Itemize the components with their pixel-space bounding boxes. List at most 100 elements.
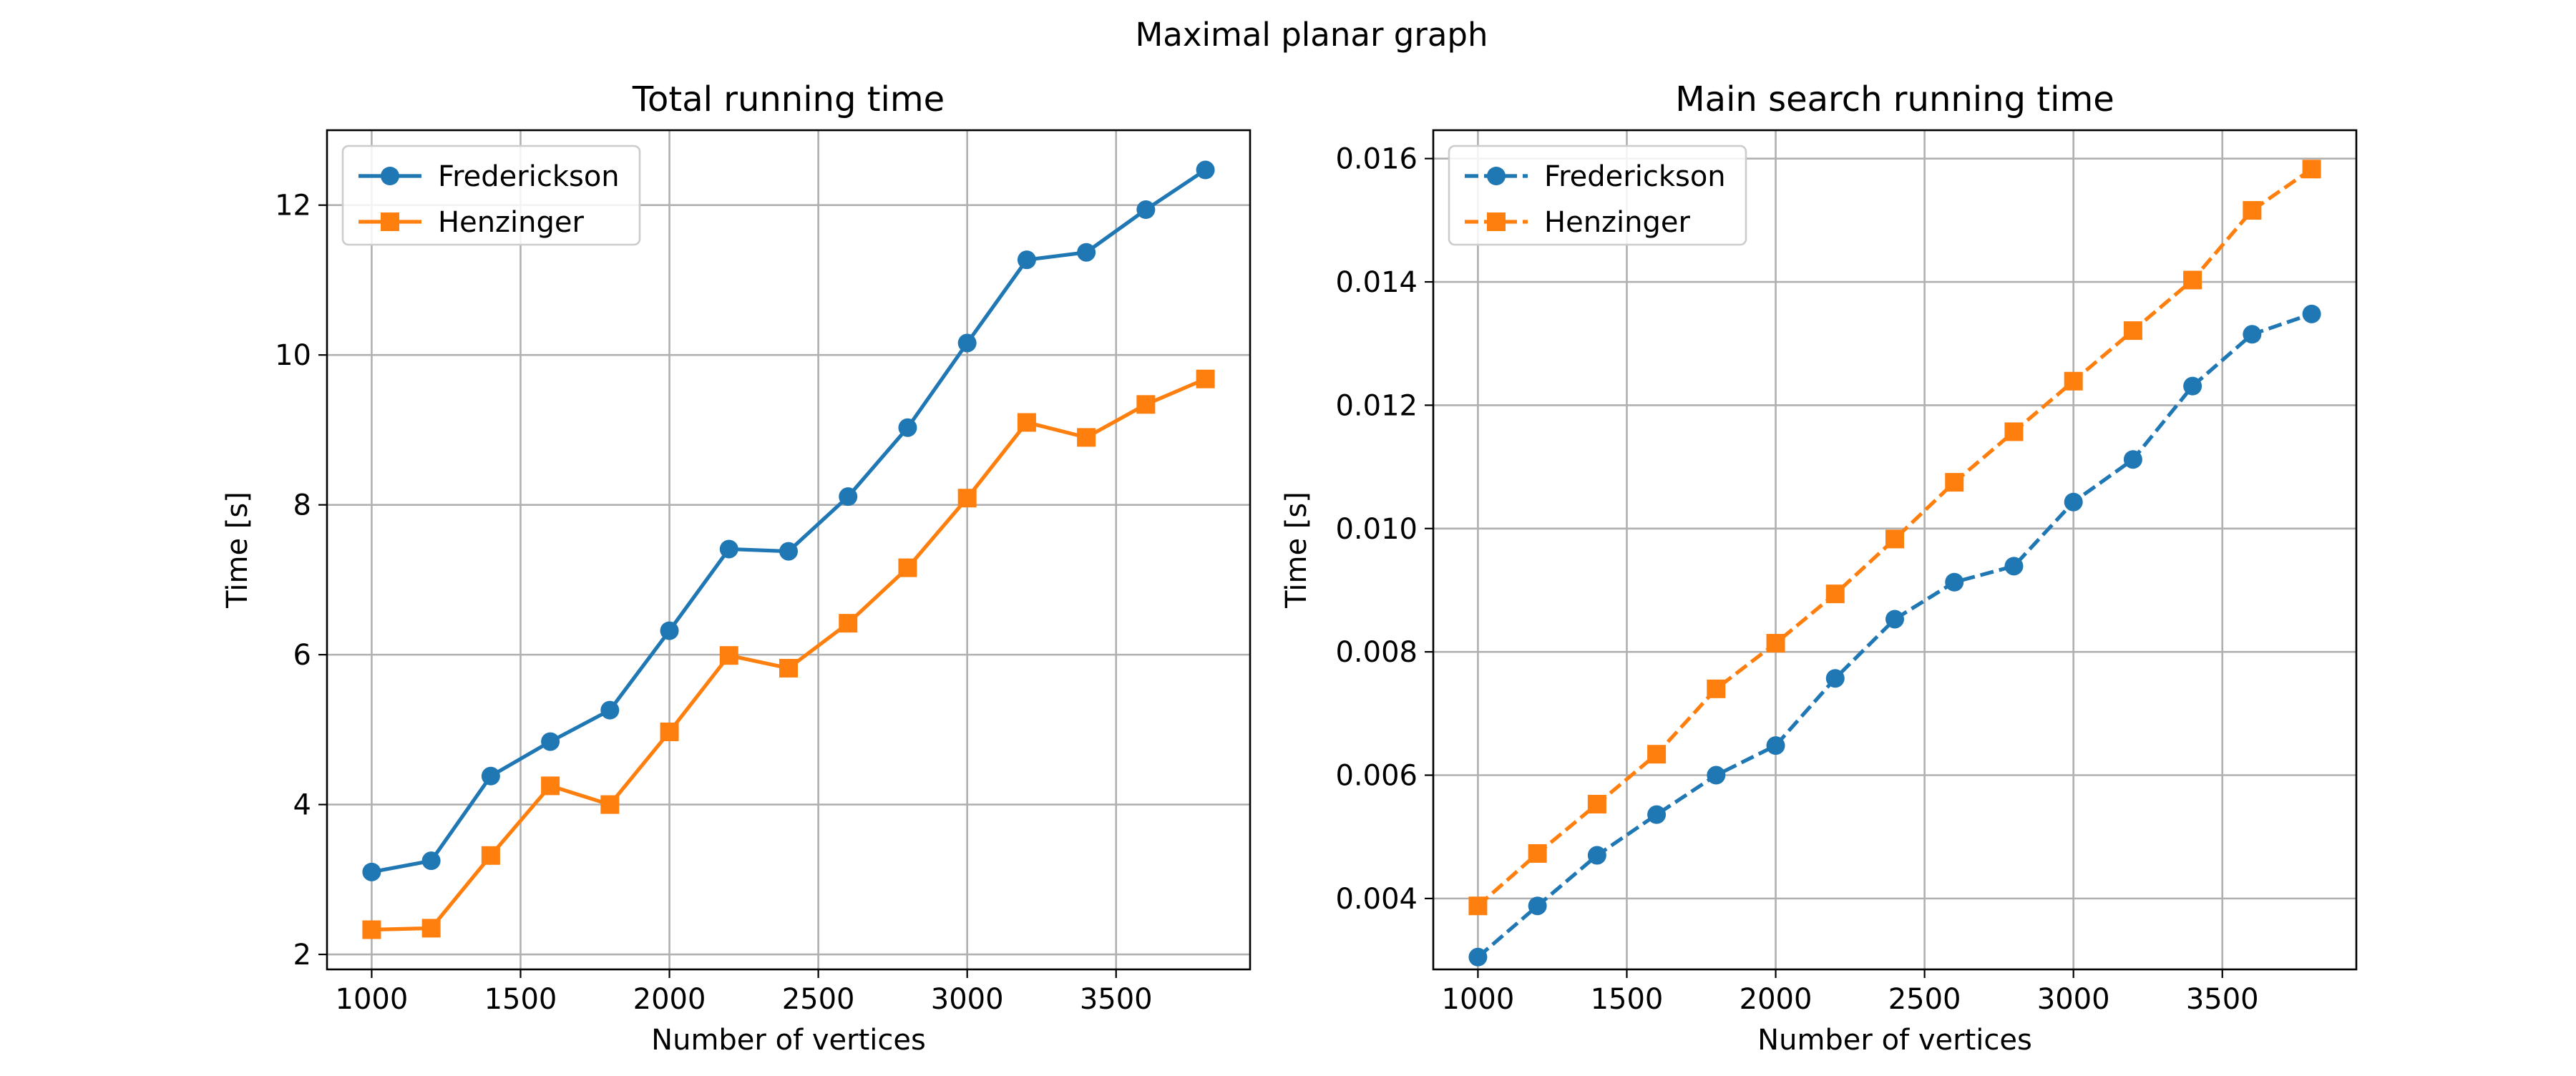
legend-swatch-marker [1487,212,1506,231]
data-point-henzinger [1017,413,1036,432]
y-tick-label: 0.014 [1335,266,1418,299]
data-point-frederickson [719,539,738,559]
x-tick-label: 2500 [782,983,855,1016]
data-point-frederickson [779,542,798,561]
data-point-henzinger [660,722,679,741]
data-point-frederickson [1528,896,1547,916]
figure-suptitle: Maximal planar graph [1135,16,1488,54]
data-point-henzinger [779,658,798,678]
x-tick-label: 2500 [1888,983,1961,1016]
data-point-frederickson [421,851,441,871]
data-point-frederickson [1136,200,1156,220]
data-point-frederickson [2243,325,2262,344]
y-tick-label: 0.008 [1335,636,1418,669]
legend-swatch-marker [1487,167,1506,185]
data-point-henzinger [1766,634,1785,653]
data-point-frederickson [2183,376,2202,396]
chart-panel-1: 1000 1500 2000 2500 3000 3500 2 4 6 8 10 12 Total ru… [221,79,1252,1057]
data-point-henzinger [2004,422,2024,441]
legend: Frederickson Henzinger [1448,145,1747,246]
data-point-frederickson [1945,572,1964,592]
data-point-frederickson [362,862,381,881]
x-tick-label: 1000 [1442,983,1515,1016]
y-tick-label: 0.016 [1335,143,1418,176]
y-tick-label: 0.010 [1335,513,1418,546]
y-tick-label: 0.004 [1335,883,1418,916]
chart-panel-2: 1000 1500 2000 2500 3000 3500 0.004 0.006 0.008 0… [1280,79,2358,1057]
x-tick-label: 3000 [2037,983,2110,1016]
plot-area [1433,130,2356,969]
data-point-frederickson [1766,736,1785,755]
y-tick-label: 2 [293,939,311,972]
data-point-frederickson [1017,250,1036,270]
data-point-henzinger [2302,160,2321,179]
data-point-frederickson [1468,947,1488,967]
data-point-frederickson [1647,805,1667,824]
series-line-frederickson [1476,312,2313,959]
y-tick-label: 4 [293,789,311,822]
y-tick-label: 8 [293,489,311,522]
data-point-henzinger [1528,843,1547,863]
axes-frame [1432,129,2358,971]
data-point-henzinger [362,920,381,939]
data-point-henzinger [481,846,500,865]
data-point-henzinger [839,614,858,633]
legend-label: Henzinger [438,206,585,239]
legend-swatch-marker [381,167,399,185]
data-point-frederickson [2004,557,2024,576]
legend-label: Henzinger [1544,206,1691,239]
axes-frame [326,129,1252,971]
x-tick-label: 1500 [484,983,557,1016]
data-point-frederickson [1077,243,1096,262]
data-point-henzinger [2064,371,2083,391]
data-point-henzinger [1196,369,1215,388]
data-point-henzinger [898,558,917,577]
legend-label: Frederickson [438,160,620,193]
y-tick-label: 12 [275,190,311,222]
y-tick-label: 10 [275,339,311,372]
data-point-frederickson [2123,450,2142,469]
x-tick-label: 2000 [633,983,706,1016]
data-point-frederickson [898,418,917,437]
data-point-henzinger [421,919,441,938]
chart-title: Main search running time [1675,79,2114,119]
data-point-henzinger [600,795,620,814]
data-point-henzinger [957,489,977,508]
y-tick-label: 0.012 [1335,389,1418,422]
data-point-henzinger [2243,201,2262,220]
data-point-henzinger [2183,270,2202,290]
data-point-henzinger [1825,585,1845,604]
y-tick-label: 6 [293,639,311,672]
x-tick-label: 3500 [1080,983,1153,1016]
data-point-frederickson [660,621,679,640]
data-point-henzinger [1945,473,1964,492]
y-axis-label: Time [s] [221,491,254,609]
x-axis-label: Number of vertices [1757,1024,2032,1057]
data-point-frederickson [481,766,500,786]
chart-title: Total running time [632,79,945,119]
x-tick-label: 1500 [1591,983,1664,1016]
data-point-frederickson [2302,304,2321,323]
data-point-henzinger [1587,795,1606,814]
data-point-henzinger [719,646,738,665]
data-point-henzinger [1077,428,1096,447]
data-point-henzinger [1647,745,1667,764]
x-axis-label: Number of vertices [651,1024,926,1057]
data-point-henzinger [1136,395,1156,414]
data-point-frederickson [1196,160,1215,180]
legend-swatch-marker [381,212,399,231]
data-point-henzinger [541,776,560,796]
data-point-frederickson [1707,766,1726,785]
data-point-frederickson [2064,492,2083,512]
y-axis-label: Time [s] [1280,491,1313,609]
x-tick-label: 3500 [2186,983,2259,1016]
data-point-frederickson [600,700,620,720]
data-point-frederickson [957,333,977,353]
data-point-henzinger [1468,896,1488,916]
data-point-frederickson [541,732,560,751]
data-point-frederickson [1825,669,1845,688]
x-tick-label: 1000 [336,983,409,1016]
data-point-frederickson [1587,846,1606,865]
